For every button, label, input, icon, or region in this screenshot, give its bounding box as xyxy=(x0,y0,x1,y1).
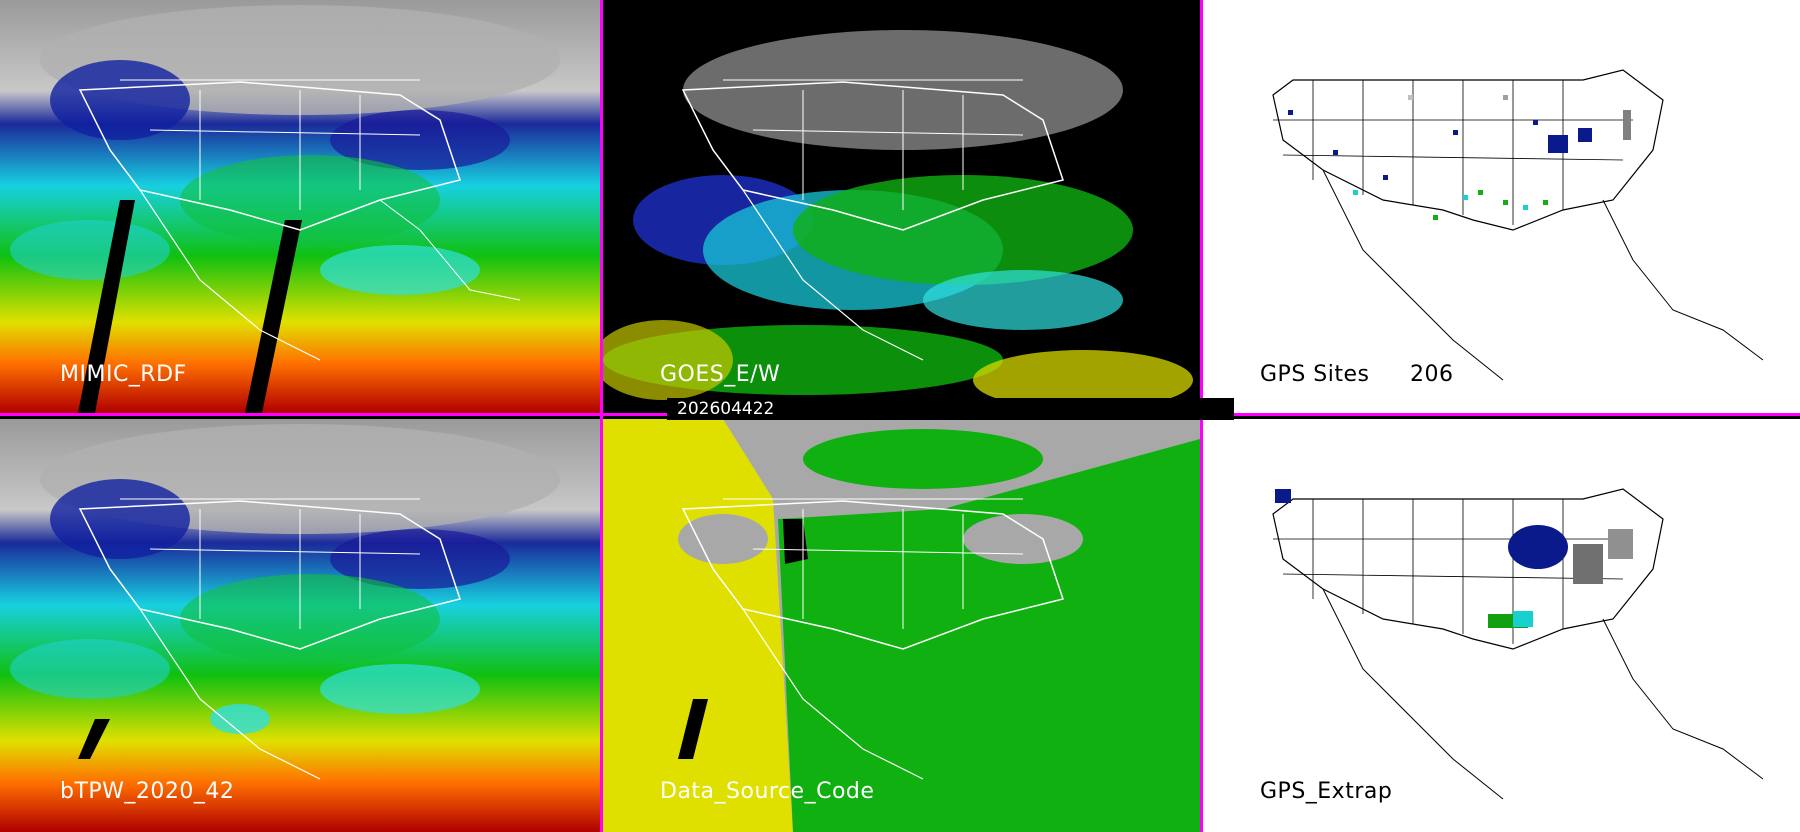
btpw-map xyxy=(0,419,600,832)
panel-label-btpw: bTPW_2020_42 xyxy=(60,779,235,804)
data-source-code-map xyxy=(603,419,1200,832)
panel-label-goes-ew: GOES_E/W xyxy=(660,362,781,387)
map-panel-goes-ew: GOES_E/W xyxy=(603,0,1200,413)
mimic-rdf-map xyxy=(0,0,600,413)
gps-site-markers xyxy=(1288,95,1631,220)
panel-label-gps-sites: GPS Sites xyxy=(1260,362,1370,387)
divider-vertical-left xyxy=(600,0,603,832)
map-panel-btpw: bTPW_2020_42 xyxy=(0,419,600,832)
timestamp-bar: 202604422 xyxy=(667,398,1234,420)
panel-label-data-source-code: Data_Source_Code xyxy=(660,779,875,804)
gps-site-count: 206 xyxy=(1410,362,1454,387)
gps-sites-map xyxy=(1203,0,1800,413)
map-panel-gps-extrap: GPS_Extrap xyxy=(1203,419,1800,832)
gps-extrap-map xyxy=(1203,419,1800,832)
map-panel-mimic-rdf: MIMIC_RDF xyxy=(0,0,600,413)
goes-ew-map xyxy=(603,0,1200,413)
map-panel-gps-sites: GPS Sites 206 xyxy=(1203,0,1800,413)
panel-label-mimic-rdf: MIMIC_RDF xyxy=(60,362,187,387)
map-panel-data-source-code: Data_Source_Code xyxy=(603,419,1200,832)
panel-label-gps-extrap: GPS_Extrap xyxy=(1260,779,1393,804)
